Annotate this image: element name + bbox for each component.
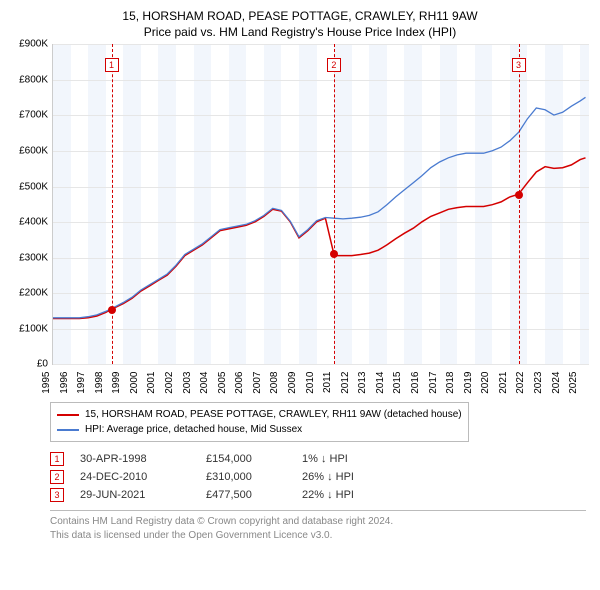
legend: 15, HORSHAM ROAD, PEASE POTTAGE, CRAWLEY… (50, 402, 469, 442)
attrib-line-2: This data is licensed under the Open Gov… (50, 529, 586, 543)
marker-dot (108, 306, 116, 314)
line-layer (53, 44, 589, 364)
legend-label: HPI: Average price, detached house, Mid … (85, 422, 302, 437)
chart-title-block: 15, HORSHAM ROAD, PEASE POTTAGE, CRAWLEY… (8, 8, 592, 40)
x-tick-label: 2025 (568, 372, 579, 394)
y-tick-label: £500K (8, 181, 48, 192)
sales-table: 1 30-APR-1998 £154,000 1% ↓ HPI 2 24-DEC-2010… (50, 450, 586, 504)
x-tick-label: 2006 (234, 372, 245, 394)
y-tick-label: £0 (8, 359, 48, 370)
x-tick-label: 2016 (410, 372, 421, 394)
marker-line (519, 44, 520, 364)
y-tick-label: £300K (8, 252, 48, 263)
x-tick-label: 1995 (41, 372, 52, 394)
legend-label: 15, HORSHAM ROAD, PEASE POTTAGE, CRAWLEY… (85, 407, 462, 422)
sale-diff: 26% ↓ HPI (302, 471, 402, 483)
x-tick-label: 2023 (533, 372, 544, 394)
y-tick-label: £900K (8, 39, 48, 50)
x-tick-label: 2019 (463, 372, 474, 394)
arrow-down-icon: ↓ (327, 489, 333, 501)
marker-dot (515, 191, 523, 199)
x-tick-label: 2013 (357, 372, 368, 394)
x-tick-label: 1998 (94, 372, 105, 394)
x-tick-label: 2020 (480, 372, 491, 394)
x-tick-label: 2018 (445, 372, 456, 394)
series-hpi (53, 98, 586, 318)
x-tick-label: 2005 (217, 372, 228, 394)
x-tick-label: 2010 (305, 372, 316, 394)
sale-row: 3 29-JUN-2021 £477,500 22% ↓ HPI (50, 486, 586, 504)
marker-badge: 2 (327, 58, 341, 72)
marker-line (334, 44, 335, 364)
sale-date: 24-DEC-2010 (80, 471, 190, 483)
sale-price: £154,000 (206, 453, 286, 465)
x-tick-label: 2004 (199, 372, 210, 394)
sale-row: 1 30-APR-1998 £154,000 1% ↓ HPI (50, 450, 586, 468)
x-tick-label: 1996 (59, 372, 70, 394)
x-tick-label: 2012 (340, 372, 351, 394)
legend-swatch (57, 414, 79, 416)
x-tick-label: 2014 (375, 372, 386, 394)
y-tick-label: £100K (8, 323, 48, 334)
title-line-2: Price paid vs. HM Land Registry's House … (8, 24, 592, 40)
sale-date: 29-JUN-2021 (80, 489, 190, 501)
y-tick-label: £400K (8, 217, 48, 228)
title-line-1: 15, HORSHAM ROAD, PEASE POTTAGE, CRAWLEY… (8, 8, 592, 24)
x-tick-label: 2000 (129, 372, 140, 394)
sale-price: £477,500 (206, 489, 286, 501)
chart: £0 £100K £200K £300K £400K £500K £600K £700K £80… (8, 44, 592, 396)
y-tick-label: £200K (8, 288, 48, 299)
y-tick-label: £600K (8, 146, 48, 157)
legend-swatch (57, 429, 79, 431)
y-axis: £0£100K£200K£300K£400K£500K£600K£700K£80… (8, 44, 50, 364)
x-tick-label: 2024 (551, 372, 562, 394)
marker-line (112, 44, 113, 364)
x-tick-label: 2007 (252, 372, 263, 394)
x-tick-label: 1999 (111, 372, 122, 394)
x-tick-label: 2017 (428, 372, 439, 394)
gridline (53, 364, 589, 365)
x-tick-label: 1997 (76, 372, 87, 394)
sale-badge: 1 (50, 452, 64, 466)
y-tick-label: £800K (8, 74, 48, 85)
sale-price: £310,000 (206, 471, 286, 483)
x-tick-label: 2009 (287, 372, 298, 394)
x-tick-label: 2015 (392, 372, 403, 394)
attribution: Contains HM Land Registry data © Crown c… (50, 510, 586, 542)
arrow-down-icon: ↓ (327, 471, 333, 483)
marker-badge: 1 (105, 58, 119, 72)
plot-area: 1 2 3 (52, 44, 589, 365)
sale-date: 30-APR-1998 (80, 453, 190, 465)
marker-badge: 3 (512, 58, 526, 72)
sale-badge: 2 (50, 470, 64, 484)
sale-badge: 3 (50, 488, 64, 502)
y-tick-label: £700K (8, 110, 48, 121)
x-tick-label: 2002 (164, 372, 175, 394)
sale-row: 2 24-DEC-2010 £310,000 26% ↓ HPI (50, 468, 586, 486)
legend-item: HPI: Average price, detached house, Mid … (57, 422, 462, 437)
legend-item: 15, HORSHAM ROAD, PEASE POTTAGE, CRAWLEY… (57, 407, 462, 422)
sale-diff: 22% ↓ HPI (302, 489, 402, 501)
x-tick-label: 2003 (182, 372, 193, 394)
x-tick-label: 2022 (515, 372, 526, 394)
arrow-down-icon: ↓ (321, 453, 327, 465)
attrib-line-1: Contains HM Land Registry data © Crown c… (50, 515, 586, 529)
series-price_paid (53, 158, 586, 319)
x-tick-label: 2008 (269, 372, 280, 394)
x-axis: 1995199619971998199920002001200220032004… (52, 366, 588, 396)
sale-diff: 1% ↓ HPI (302, 453, 402, 465)
marker-dot (330, 250, 338, 258)
x-tick-label: 2021 (498, 372, 509, 394)
x-tick-label: 2001 (146, 372, 157, 394)
x-tick-label: 2011 (322, 372, 333, 394)
